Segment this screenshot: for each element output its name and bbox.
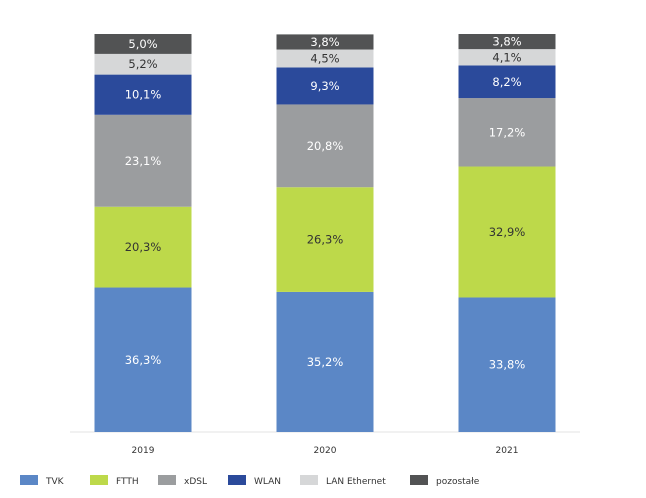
x-tick-label: 2021 [496, 446, 519, 456]
legend-swatch [20, 475, 38, 485]
data-label: 20,3% [125, 240, 162, 254]
bar-segment-wlan-2019 [94, 74, 192, 115]
legend-item: TVK [20, 475, 65, 487]
data-label: 23,1% [125, 154, 162, 168]
bar-segment-xdsl-2021 [458, 98, 556, 167]
data-label: 36,3% [125, 353, 162, 367]
bar-segment-wlan-2020 [276, 67, 374, 105]
bar-segment-tvk-2019 [94, 287, 192, 432]
legend-label: FTTH [116, 477, 139, 487]
legend-label: xDSL [184, 477, 207, 487]
data-label: 33,8% [489, 358, 526, 372]
data-label: 8,2% [492, 75, 521, 89]
x-tick-label: 2020 [314, 446, 337, 456]
x-tick-label: 2019 [132, 446, 155, 456]
legend-item: WLAN [228, 475, 281, 487]
bar-segment-pozostałe-2021 [458, 34, 556, 50]
legend-swatch [158, 475, 176, 485]
legend-swatch [300, 475, 318, 485]
data-label: 20,8% [307, 139, 344, 153]
legend: TVK FTTH xDSL WLAN LAN Ethernet pozostałe [20, 475, 480, 487]
data-label: 5,2% [128, 57, 157, 71]
legend-item: LAN Ethernet [300, 475, 386, 487]
data-label: 4,1% [492, 50, 521, 64]
bar-segment-ftth-2019 [94, 206, 192, 288]
legend-label: WLAN [254, 477, 281, 487]
bar-segment-lan-ethernet-2019 [94, 53, 192, 75]
bar-segment-xdsl-2019 [94, 114, 192, 207]
data-label: 3,8% [492, 35, 521, 49]
legend-item: FTTH [90, 475, 139, 487]
legend-label: TVK [45, 477, 65, 487]
data-label: 3,8% [310, 35, 339, 49]
legend-item: xDSL [158, 475, 207, 487]
data-label: 10,1% [125, 88, 162, 102]
x-tick-labels: 2019 2020 2021 [132, 446, 519, 456]
bars-group: 36,3% 20,3% 23,1% 10,1% 5,2% 5,0% 35,2% 26,3% 20… [94, 34, 556, 432]
data-label: 9,3% [310, 79, 339, 93]
legend-swatch [410, 475, 428, 485]
bar-segment-pozostałe-2019 [94, 34, 192, 54]
legend-label: LAN Ethernet [326, 477, 386, 487]
bar-segment-ftth-2020 [276, 187, 374, 292]
data-label: 5,0% [128, 37, 157, 51]
data-label: 32,9% [489, 225, 526, 239]
legend-swatch [90, 475, 108, 485]
legend-item: pozostałe [410, 475, 480, 487]
bar-segment-ftth-2021 [458, 166, 556, 298]
bar-segment-tvk-2021 [458, 297, 556, 432]
data-label: 4,5% [310, 51, 339, 65]
data-label: 26,3% [307, 233, 344, 247]
legend-swatch [228, 475, 246, 485]
bar-segment-lan-ethernet-2020 [276, 49, 374, 68]
data-label: 35,2% [307, 355, 344, 369]
data-label: 17,2% [489, 125, 526, 139]
bar-segment-lan-ethernet-2021 [458, 49, 556, 66]
bar-segment-xdsl-2020 [276, 104, 374, 188]
bar-segment-wlan-2021 [458, 65, 556, 99]
bar-segment-pozostałe-2020 [276, 34, 374, 50]
legend-label: pozostałe [436, 477, 480, 487]
bar-segment-tvk-2020 [276, 291, 374, 432]
